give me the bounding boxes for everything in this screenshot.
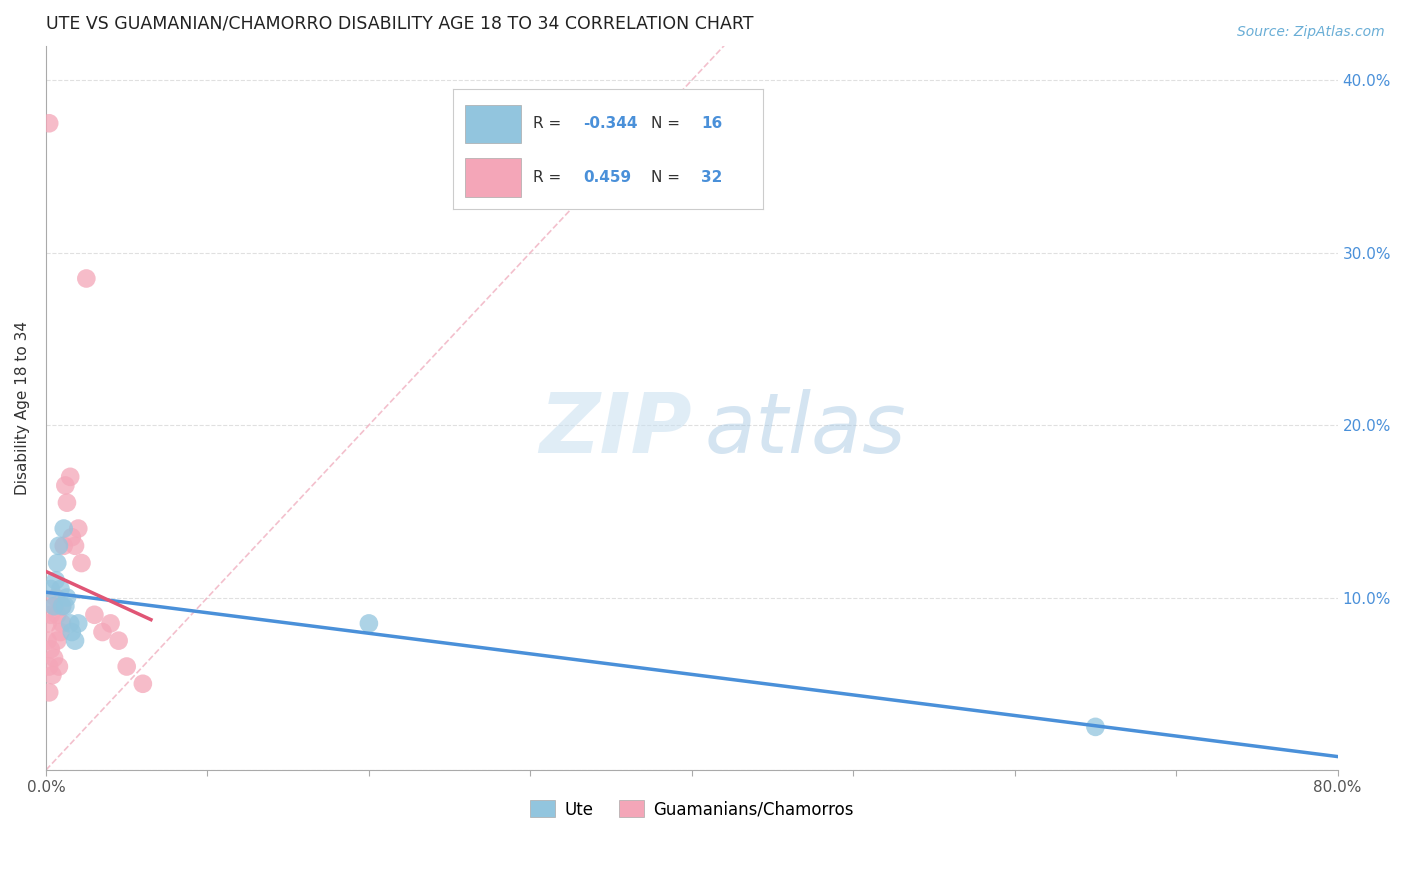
Point — [83, 607, 105, 622]
Point — [37, 633, 59, 648]
Point — [45, 591, 67, 605]
Point — [48, 539, 70, 553]
Point — [107, 633, 129, 648]
Point — [38, 685, 60, 699]
Point — [48, 659, 70, 673]
Point — [59, 470, 82, 484]
Point — [132, 677, 155, 691]
Point — [91, 625, 114, 640]
Point — [52, 539, 75, 553]
Text: UTE VS GUAMANIAN/CHAMORRO DISABILITY AGE 18 TO 34 CORRELATION CHART: UTE VS GUAMANIAN/CHAMORRO DISABILITY AGE… — [46, 15, 754, 33]
Text: Source: ZipAtlas.com: Source: ZipAtlas.com — [1237, 25, 1385, 39]
Point — [51, 616, 73, 631]
Point — [41, 668, 63, 682]
Point — [39, 642, 62, 657]
Point — [60, 625, 83, 640]
Text: atlas: atlas — [704, 389, 907, 470]
Point — [53, 599, 76, 614]
Legend: Ute, Guamanians/Chamorros: Ute, Guamanians/Chamorros — [522, 792, 862, 827]
Point — [38, 116, 60, 130]
Point — [60, 530, 83, 544]
Point — [37, 616, 59, 631]
Point — [42, 651, 65, 665]
Point — [56, 496, 79, 510]
Point — [63, 633, 86, 648]
Point — [46, 607, 69, 622]
Point — [45, 574, 67, 588]
Point — [53, 478, 76, 492]
Point — [100, 616, 122, 631]
Point — [70, 556, 93, 570]
Point — [357, 616, 380, 631]
Point — [67, 522, 90, 536]
Point — [115, 659, 138, 673]
Point — [1084, 720, 1107, 734]
Point — [51, 599, 73, 614]
Point — [39, 582, 62, 596]
Point — [75, 271, 97, 285]
Point — [38, 659, 60, 673]
Point — [46, 556, 69, 570]
Point — [42, 599, 65, 614]
Point — [42, 599, 65, 614]
Point — [46, 633, 69, 648]
Point — [49, 625, 72, 640]
Point — [39, 607, 62, 622]
Point — [52, 522, 75, 536]
Point — [56, 591, 79, 605]
Point — [59, 616, 82, 631]
Text: ZIP: ZIP — [538, 389, 692, 470]
Point — [51, 599, 73, 614]
Y-axis label: Disability Age 18 to 34: Disability Age 18 to 34 — [15, 321, 30, 495]
Point — [49, 582, 72, 596]
Point — [63, 539, 86, 553]
Point — [67, 616, 90, 631]
